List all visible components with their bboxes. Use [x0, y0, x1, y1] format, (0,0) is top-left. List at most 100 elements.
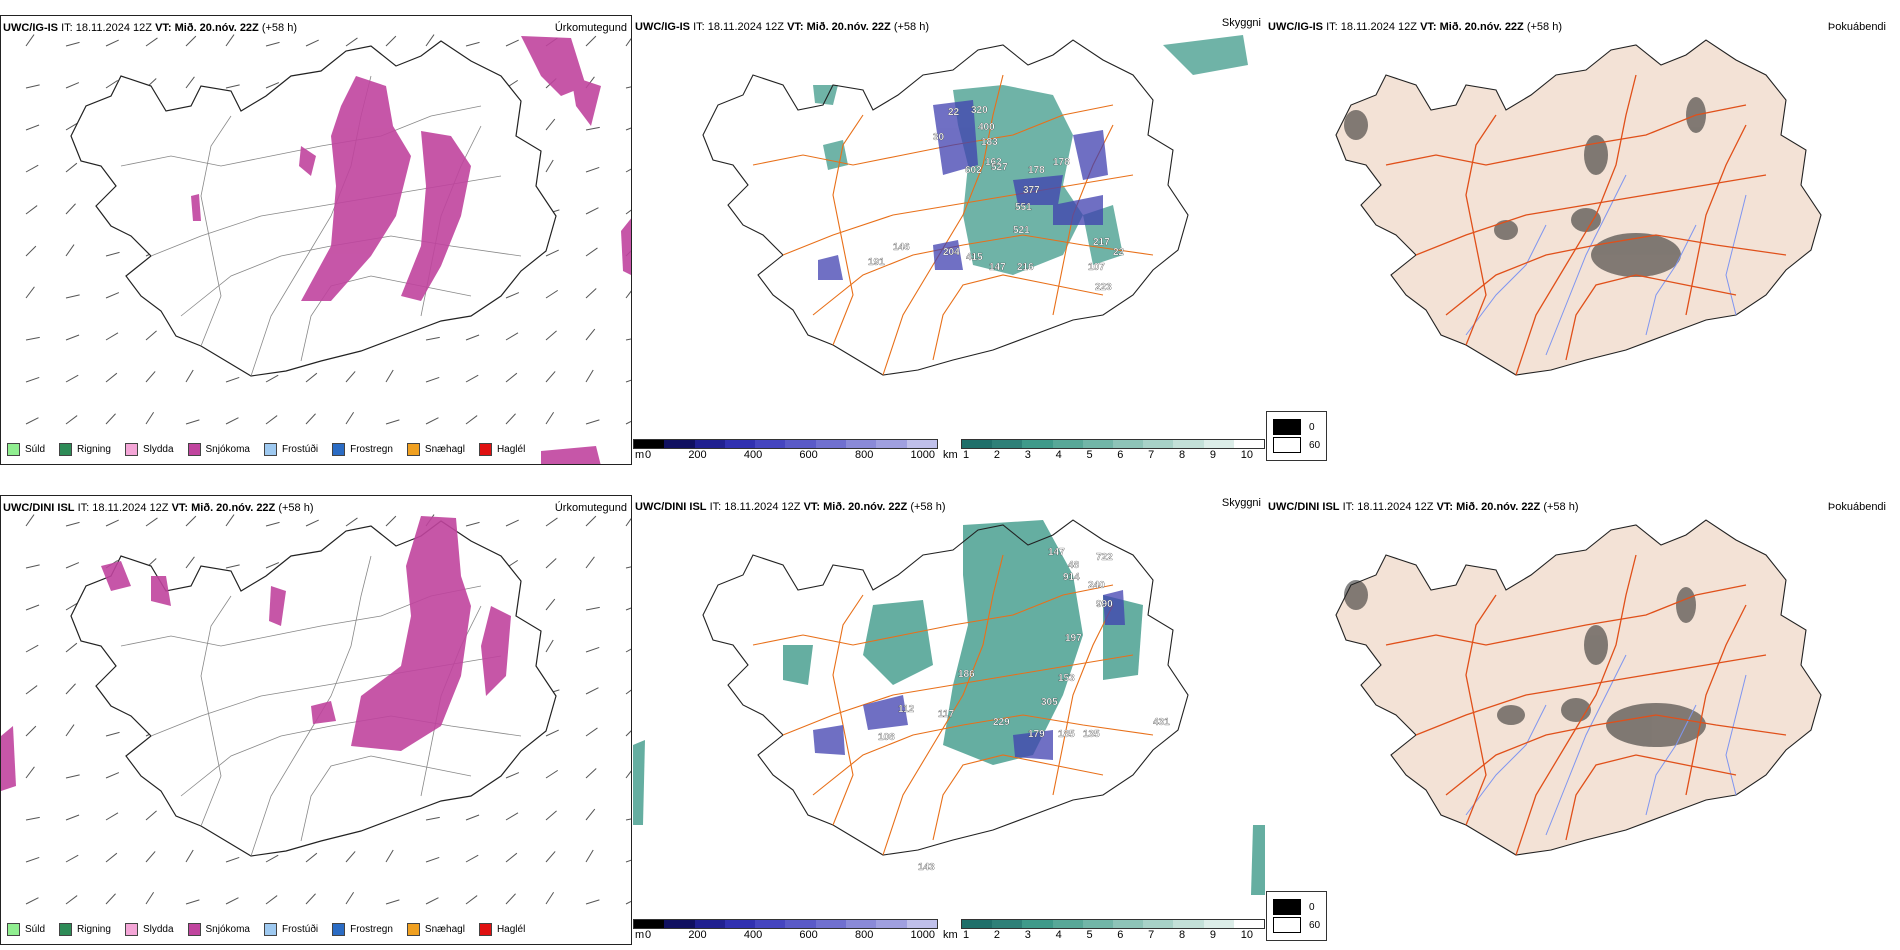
wind-barb [185, 35, 197, 47]
panel-parameter-name: Skyggni [1221, 497, 1261, 509]
ceiling-value-label: 117 [938, 709, 955, 720]
colorbar-cell [1203, 440, 1234, 448]
wind-barb [585, 247, 598, 257]
wind-barb [65, 82, 80, 89]
ceiling-ticks: 0 200 400 600 800 1000 [645, 449, 935, 461]
wind-barb [25, 604, 40, 611]
wind-barb [545, 729, 559, 737]
fog-legend: 0 60 [1266, 411, 1328, 461]
colorbar-cell [634, 440, 665, 448]
wind-barb [505, 893, 516, 905]
legend-swatch [59, 443, 73, 456]
colorbar-cell [1082, 920, 1114, 928]
wind-barb [65, 203, 76, 215]
colorbar-cell [1052, 920, 1083, 928]
wind-barb [25, 84, 40, 89]
wind-barb [265, 521, 280, 527]
legend-item: Frostregn [332, 443, 393, 456]
wind-barb [25, 245, 37, 257]
tick-label: 0 [645, 929, 652, 941]
panel-visibility-ig: 22 320 400 183 30 162 527 602 178 377 551 521 217 22 2… [633, 15, 1265, 465]
visibility-shading [633, 520, 1265, 895]
wind-barb [625, 127, 631, 131]
ceiling-value-label: 602 [965, 165, 982, 176]
tick-label: 9 [1209, 449, 1216, 461]
wind-barb [505, 852, 518, 863]
visibility-ticks: 1 2 3 4 5 6 7 8 9 10 [963, 449, 1253, 461]
road-segment [300, 755, 472, 842]
wind-barb [465, 334, 480, 341]
wind-barb [585, 35, 597, 47]
road-segment [1515, 554, 1637, 856]
tick-label: 1 [963, 929, 970, 941]
wind-barb [105, 251, 120, 257]
legend-swatch [7, 923, 20, 936]
colorbar-cell [962, 440, 993, 448]
wind-barb [25, 376, 40, 383]
wind-barb [585, 126, 600, 131]
wind-barb [105, 413, 116, 425]
ceiling-value-label: 112 [898, 704, 915, 715]
road-segment [200, 115, 232, 347]
road-segment [1445, 234, 1787, 316]
wind-barb [545, 411, 555, 425]
colorbar-cell [634, 920, 665, 928]
wind-barb [345, 411, 355, 425]
wind-barb [105, 519, 119, 527]
wind-barb [225, 897, 239, 905]
wind-barb [145, 37, 158, 47]
road-segment [812, 714, 1154, 796]
legend-label: Rigning [77, 924, 111, 935]
wind-barb [65, 521, 80, 527]
wind-barb [65, 642, 78, 653]
ceiling-value-label: 22 [1113, 247, 1125, 258]
legend-item: Snæhagl [406, 923, 465, 936]
fog-legend-label: 0 [1309, 901, 1315, 913]
ceiling-value-label: 153 [1058, 673, 1075, 684]
wind-barb [505, 372, 518, 383]
wind-barb [505, 413, 516, 425]
ceiling-value-label: 162 [985, 157, 1002, 168]
tick-label: 3 [1024, 449, 1031, 461]
road-segment [1415, 654, 1767, 736]
wind-barb [465, 895, 478, 905]
wind-barb [265, 562, 280, 569]
wind-barb [105, 79, 119, 89]
wind-barb [625, 37, 631, 47]
wind-barb [545, 159, 554, 173]
wind-barb [465, 814, 480, 821]
legend-swatch [124, 923, 138, 936]
wind-barb [465, 374, 479, 383]
wind-barb [105, 772, 120, 779]
colorbar-cell [785, 440, 816, 448]
wind-barb [65, 334, 80, 341]
colorbar-cell [906, 440, 937, 448]
panel-precip-type-dini: UWC/DINI ISL IT: 18.11.2024 12Z VT: Mið.… [0, 495, 632, 945]
iceland-coastline [702, 39, 1189, 376]
wind-barb [585, 419, 600, 425]
wind-barb [385, 35, 397, 47]
road-segment [1385, 584, 1747, 646]
tick-label: 7 [1148, 929, 1155, 941]
colorbar-cell [755, 440, 786, 448]
visibility-ticks: 1 2 3 4 5 6 7 8 9 10 [963, 929, 1253, 941]
ceiling-value-label: 204 [943, 247, 960, 258]
legend-swatch [7, 443, 20, 456]
ceiling-value-label: 30 [933, 132, 945, 143]
legend-label: Haglél [496, 444, 526, 455]
legend-label: Snjókoma [205, 924, 250, 935]
wind-barb [225, 564, 240, 569]
colorbar-cell [1173, 920, 1204, 928]
wind-barb [345, 891, 355, 905]
road-segment [1465, 114, 1497, 346]
legend-item: Súld [7, 923, 45, 936]
wind-barb [145, 517, 158, 527]
colorbar-cell [1203, 920, 1234, 928]
wind-barb [585, 646, 600, 653]
colorbar-cell [724, 440, 756, 448]
visibility-shading [813, 35, 1248, 275]
wind-barb [65, 895, 78, 905]
ceiling-value-label: 216 [1017, 262, 1034, 273]
wind-barb [305, 39, 319, 47]
colorbar-cell [992, 920, 1023, 928]
